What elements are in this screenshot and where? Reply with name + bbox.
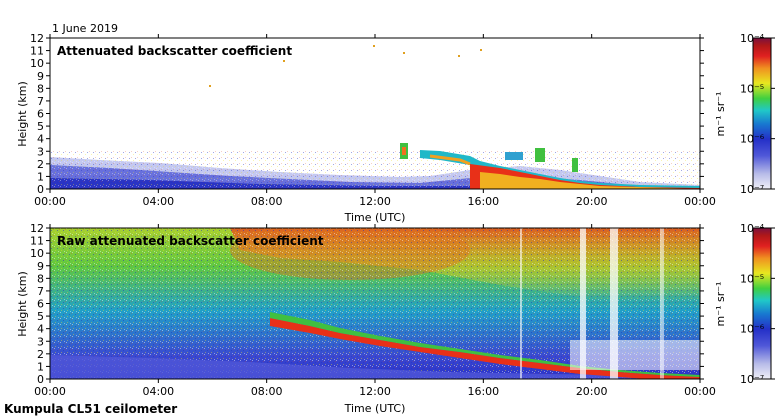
noise-dot: [209, 85, 211, 87]
x-tick-label: 08:00: [251, 385, 283, 398]
y-tick-label: 7: [37, 95, 44, 108]
y-tick-label: 4: [37, 323, 44, 336]
cloud-fragment: [505, 152, 523, 160]
colorbar-tick-label: 10⁻⁵: [740, 272, 764, 285]
colorbar-label: m⁻¹ sr⁻¹: [714, 282, 727, 327]
signal-gap: [660, 228, 664, 379]
colorbar-label: m⁻¹ sr⁻¹: [714, 92, 727, 137]
cloud-base-line: [429, 154, 471, 166]
colorbar: [752, 37, 772, 190]
colorbar-tick-label: 10⁻⁷: [740, 373, 764, 386]
y-tick-label: 12: [30, 222, 44, 235]
boundary-layer: [50, 355, 700, 379]
x-tick-label: 04:00: [142, 385, 174, 398]
noise-dot: [458, 55, 460, 57]
x-tick-label: 00:00: [34, 385, 66, 398]
y-axis-label: Height (km): [16, 271, 29, 337]
y-tick-label: 0: [37, 183, 44, 196]
colorbar-tick-label: 10⁻⁶: [740, 323, 765, 336]
x-tick-label: 00:00: [684, 385, 716, 398]
x-axis-label: Time (UTC): [344, 211, 406, 224]
x-axis: 00:00 04:00 08:00 12:00 16:00 20:00 00:00: [34, 224, 716, 398]
y-tick-label: 6: [37, 108, 44, 121]
colorbar-tick-label: 10⁻⁷: [740, 183, 764, 196]
x-axis: 00:00 04:00 08:00 12:00 16:00 20:00 00:00: [34, 34, 716, 208]
backscatter-field: [50, 45, 700, 189]
colorbar-ticks: 10⁻⁴ 10⁻⁵ 10⁻⁶ 10⁻⁷: [740, 222, 775, 386]
noise-dot: [373, 45, 375, 47]
x-tick-label: 20:00: [576, 195, 608, 208]
signal-gap: [520, 228, 522, 379]
colorbar-tick-label: 10⁻⁵: [740, 82, 764, 95]
x-tick-label: 12:00: [359, 385, 391, 398]
x-axis-label: Time (UTC): [344, 402, 406, 415]
date-label: 1 June 2019: [52, 22, 118, 35]
colorbar-ticks: 10⁻⁴ 10⁻⁵ 10⁻⁶ 10⁻⁷: [740, 32, 775, 196]
y-tick-label: 1: [37, 360, 44, 373]
x-tick-label: 12:00: [359, 195, 391, 208]
panel-title: Attenuated backscatter coefficient: [57, 44, 292, 58]
y-tick-label: 9: [37, 70, 44, 83]
y-tick-label: 3: [37, 145, 44, 158]
noise-dot: [480, 49, 482, 51]
y-tick-label: 5: [37, 310, 44, 323]
y-tick-label: 2: [37, 348, 44, 361]
colorbar-tick-label: 10⁻⁴: [740, 32, 765, 45]
signal-gap: [610, 228, 618, 379]
x-tick-label: 04:00: [142, 195, 174, 208]
signal-gap: [580, 228, 586, 379]
instrument-label: Kumpula CL51 ceilometer: [4, 402, 177, 416]
colorbar-tick-label: 10⁻⁴: [740, 222, 765, 235]
y-tick-label: 8: [37, 82, 44, 95]
y-axis-label: Height (km): [16, 81, 29, 147]
y-tick-label: 3: [37, 335, 44, 348]
cloud-fragment: [535, 148, 545, 162]
y-tick-label: 2: [37, 158, 44, 171]
y-tick-label: 10: [30, 247, 44, 260]
cloud-base-layer: [480, 172, 700, 189]
noise-dot: [283, 60, 285, 62]
x-tick-label: 16:00: [467, 385, 499, 398]
y-tick-label: 4: [37, 133, 44, 146]
panel-attenuated-backscatter: Attenuated backscatter coefficient 01234…: [16, 32, 775, 224]
x-tick-label: 16:00: [467, 195, 499, 208]
colorbar-tick-label: 10⁻⁶: [740, 133, 765, 146]
panel-title: Raw attenuated backscatter coefficient: [57, 234, 324, 248]
x-tick-label: 00:00: [684, 195, 716, 208]
y-tick-label: 7: [37, 285, 44, 298]
cloud-fragment-core: [402, 147, 406, 155]
y-tick-label: 10: [30, 57, 44, 70]
raw-backscatter-field: [50, 228, 700, 379]
x-tick-label: 00:00: [34, 195, 66, 208]
y-tick-label: 6: [37, 298, 44, 311]
cloud-fragment: [572, 158, 578, 172]
x-tick-label: 08:00: [251, 195, 283, 208]
y-tick-label: 1: [37, 170, 44, 183]
x-tick-label: 20:00: [576, 385, 608, 398]
noise-dot: [403, 52, 405, 54]
signal-gap: [570, 340, 700, 370]
y-tick-label: 9: [37, 260, 44, 273]
y-tick-label: 5: [37, 120, 44, 133]
panel-raw-backscatter: Raw attenuated backscatter coefficient 0…: [16, 222, 775, 415]
colorbar: [752, 227, 772, 380]
y-tick-label: 12: [30, 32, 44, 45]
y-tick-label: 0: [37, 373, 44, 386]
y-tick-label: 8: [37, 272, 44, 285]
y-tick-label: 11: [30, 45, 44, 58]
y-tick-label: 11: [30, 235, 44, 248]
